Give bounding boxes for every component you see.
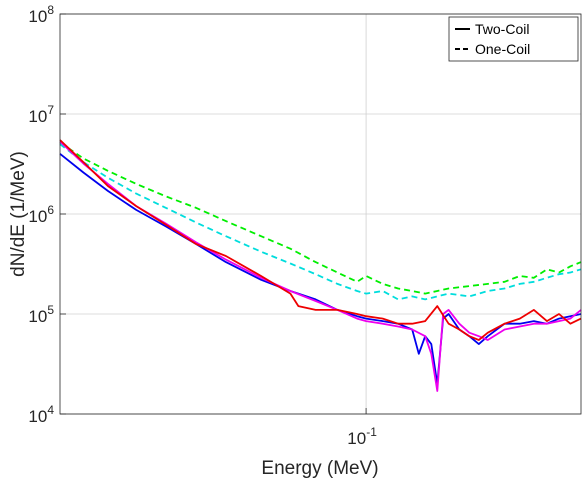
series-line-two-coil-2 — [59, 153, 582, 385]
y-tick-label-exponent: 5 — [47, 303, 54, 317]
y-axis-label: dN/dE (1/MeV) — [8, 151, 29, 277]
y-tick-label-base: 10 — [28, 107, 47, 126]
y-tick-label-base: 10 — [28, 207, 47, 226]
series-line-one-coil-0 — [59, 141, 582, 295]
y-tick-label-exponent: 6 — [47, 203, 54, 217]
y-tick-label: 107 — [28, 103, 54, 126]
y-tick-label-base: 10 — [28, 307, 47, 326]
series-line-two-coil-4 — [59, 139, 582, 341]
x-tick-label-base: 10 — [347, 429, 366, 448]
y-tick-label: 105 — [28, 303, 54, 326]
y-tick-label: 108 — [28, 3, 54, 26]
y-tick-label-base: 10 — [28, 407, 47, 426]
x-axis-label: Energy (MeV) — [261, 458, 378, 479]
series-line-one-coil-1 — [59, 143, 582, 301]
y-tick-label-exponent: 4 — [47, 403, 54, 417]
y-tick-label-base: 10 — [28, 7, 47, 26]
y-tick-label: 104 — [28, 403, 54, 426]
y-tick-label-exponent: 8 — [47, 3, 54, 17]
y-tick-label-exponent: 7 — [47, 103, 54, 117]
legend-box — [448, 16, 579, 62]
x-tick-label-exponent: -1 — [366, 425, 377, 439]
legend-label-one-coil: One-Coil — [475, 41, 530, 57]
legend-label-two-coil: Two-Coil — [475, 21, 529, 37]
y-tick-label: 106 — [28, 203, 54, 226]
legend: Two-Coil One-Coil — [448, 16, 579, 62]
series-group — [59, 139, 582, 392]
x-tick-label: 10-1 — [347, 425, 377, 448]
